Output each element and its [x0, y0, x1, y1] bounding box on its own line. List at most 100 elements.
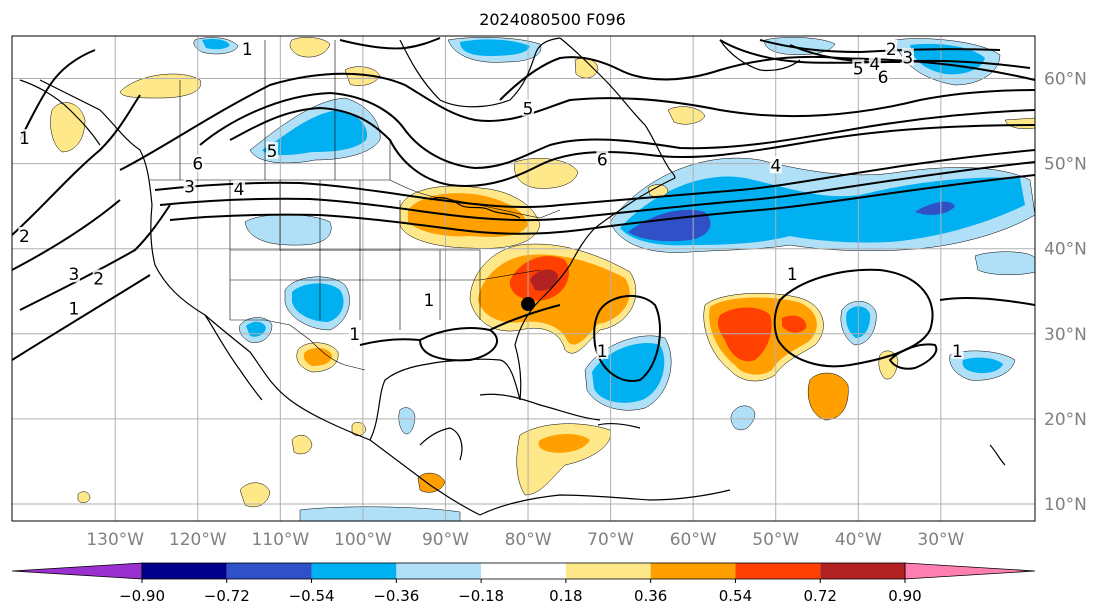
colorbar-under-arrow: [11, 562, 143, 580]
contour-label: 6: [878, 68, 889, 88]
longitude-tick-label: 100°W: [334, 530, 392, 550]
colorbar-tick-label: 0.36: [634, 587, 667, 605]
contour-label: 3: [902, 48, 913, 68]
colorbar-swatch: [481, 563, 566, 579]
neg-anomaly-bahamas-core: [592, 343, 665, 403]
colorbar-tick-label: −0.90: [119, 587, 165, 605]
colorbar-tick-label: −0.72: [204, 587, 250, 605]
longitude-tick-label: 70°W: [587, 530, 634, 550]
contour-label-bg: [348, 324, 361, 342]
contour-north-5: [719, 39, 901, 64]
figure-title: 2024080500 F096: [479, 10, 626, 29]
contour-north-3: [759, 39, 1001, 54]
contour-label: 5: [267, 142, 278, 162]
contour-north-2: [499, 55, 1035, 101]
contour-label-bg: [852, 59, 865, 77]
pos-anomaly-nova-scotia: [667, 106, 706, 125]
contour-south-3: [169, 174, 1035, 235]
contour-1-gulf: [418, 327, 498, 362]
contour-alaska: [19, 49, 96, 141]
colorbar-swatch: [735, 563, 821, 579]
border-state-5: [399, 200, 441, 320]
border-state-9: [479, 269, 541, 281]
border-state-4: [359, 180, 401, 330]
latitude-tick-label: 20°N: [1044, 410, 1087, 430]
contour-label: 2: [19, 227, 30, 247]
contour-label-bg: [868, 55, 881, 73]
contour-label-bg: [183, 177, 196, 195]
longitude-tick-label: 30°W: [917, 530, 964, 550]
longitude-tick-label: 60°W: [670, 530, 717, 550]
colorbar-tick-label: −0.18: [458, 587, 504, 605]
pos-anomaly-east-ne: [1004, 117, 1035, 129]
colorbar-swatch: [226, 563, 312, 579]
contour-label-bg: [901, 48, 914, 66]
pos-anomaly-pacific-sw: [77, 491, 91, 503]
contour-label-bg: [522, 99, 535, 117]
colorbar: −0.90 −0.72 −0.54 −0.36 −0.18 0.18 0.36 0.54 0.7…: [11, 562, 1036, 605]
colorbar-tick-label: 0.90: [888, 587, 921, 605]
contour-label-bg: [241, 39, 254, 57]
neg-anomaly-gulf-mexico: [398, 407, 416, 435]
neg-anomaly-atlantic-core: [620, 176, 1025, 246]
contour-label-bg: [596, 150, 609, 168]
pos-anomaly-texas-core: [303, 347, 332, 366]
colorbar-tick-label: 0.72: [804, 587, 837, 605]
longitude-tick-label: 120°W: [169, 530, 227, 550]
coast-alaska-islands: [19, 79, 101, 146]
coast-hudson-bay: [399, 37, 561, 108]
coast-yucatan: [419, 427, 463, 461]
graticule: [12, 36, 1035, 521]
pos-anomaly-central-atlantic-south: [807, 372, 849, 421]
coast-hispaniola: [597, 422, 641, 429]
contour-pacific-4: [12, 274, 151, 361]
latitude-tick-label: 10°N: [1044, 495, 1087, 515]
colorbar-over-arrow: [904, 562, 1036, 580]
contour-label-bg: [18, 129, 31, 147]
contour-1-large-atlantic: [773, 268, 934, 368]
longitude-tick-label: 110°W: [251, 530, 309, 550]
contour-label-bg: [951, 341, 964, 359]
contour-south-1: [154, 149, 1035, 209]
neg-anomaly-atlantic-deep-2: [915, 201, 955, 215]
contour-south-2: [159, 161, 1035, 222]
colorbar-tick-label: −0.36: [373, 587, 419, 605]
coast-labrador: [559, 37, 676, 179]
contour-label: 1: [349, 325, 360, 345]
contour-label: 5: [853, 59, 864, 79]
contour-jet-5: [199, 91, 1035, 170]
contour-label-bg: [67, 299, 80, 317]
contour-1-east: [888, 343, 938, 370]
pos-anomaly-great-lakes-orange: [408, 193, 528, 237]
contour-jet-6: [229, 106, 1035, 187]
pos-anomaly-gulf-mex-small: [291, 434, 313, 455]
colorbar-tick-label: −0.54: [289, 587, 335, 605]
longitude-tick-label: 130°W: [86, 530, 144, 550]
contour-label-bg: [885, 39, 898, 57]
contour-label: 1: [424, 291, 435, 311]
longitude-tick-label: 90°W: [422, 530, 469, 550]
coast-s-america: [479, 489, 731, 516]
coast-gulf-mexico: [369, 299, 541, 441]
pos-anomaly-bc: [50, 102, 86, 153]
contour-label: 1: [597, 342, 608, 362]
colorbar-swatch: [311, 563, 397, 579]
neg-anomaly-azores-right: [974, 251, 1035, 275]
coast-greenland: [719, 39, 801, 72]
colorbar-swatch: [142, 563, 227, 579]
storm-center-marker: [521, 297, 536, 312]
contour-label-bg: [786, 265, 799, 283]
contour-label-bg: [596, 341, 609, 359]
latitude-tick-label: 40°N: [1044, 240, 1087, 260]
coast-west-africa-edge: [989, 444, 1006, 466]
pos-anomaly-central-atlantic-red: [717, 307, 772, 362]
contour-pacific-1: [12, 94, 141, 236]
contour-label: 4: [770, 156, 781, 176]
neg-anomaly-canada-core: [262, 110, 367, 156]
contour-1-closed-atlantic: [593, 294, 661, 382]
contour-1-gulf-2: [359, 338, 421, 346]
border-state-6: [440, 249, 481, 320]
contour-label: 6: [192, 155, 203, 175]
contour-label-bg: [18, 226, 31, 244]
colorbar-outline: [141, 562, 906, 580]
